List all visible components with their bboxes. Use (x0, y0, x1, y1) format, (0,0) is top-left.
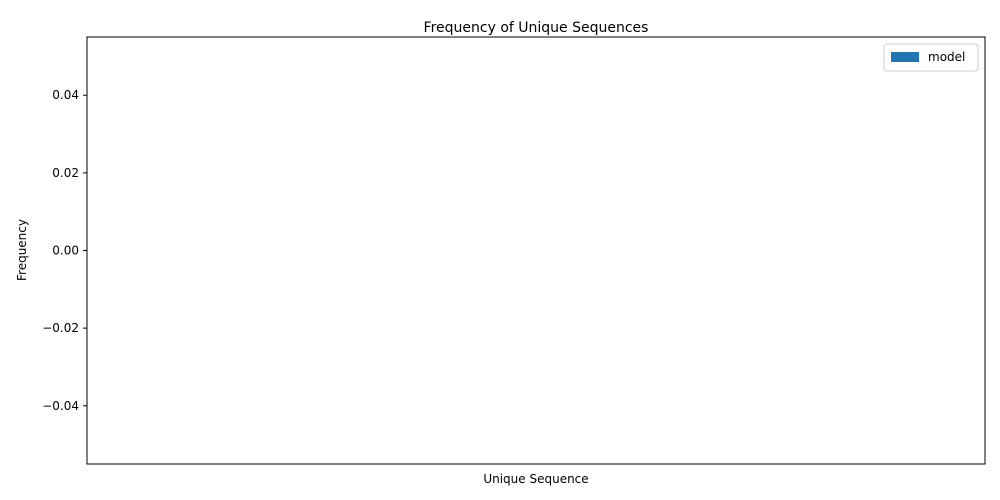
y-tick-label: −0.04 (42, 399, 79, 413)
y-tick-label: 0.04 (52, 88, 79, 102)
chart-title: Frequency of Unique Sequences (424, 20, 649, 36)
y-tick-label: 0.00 (52, 244, 79, 258)
y-tick-label: 0.02 (52, 166, 79, 180)
x-axis-label: Unique Sequence (483, 472, 588, 486)
plot-area (86, 36, 986, 465)
y-axis: −0.04 −0.02 0.00 0.02 0.04 (42, 88, 87, 413)
plot-frame (86, 36, 986, 465)
legend-frame (883, 43, 979, 72)
legend: model (883, 43, 979, 72)
y-axis-label: Frequency (15, 219, 29, 281)
legend-swatch-model (891, 52, 919, 62)
legend-label-model: model (928, 50, 965, 64)
y-tick-label: −0.02 (42, 321, 79, 335)
